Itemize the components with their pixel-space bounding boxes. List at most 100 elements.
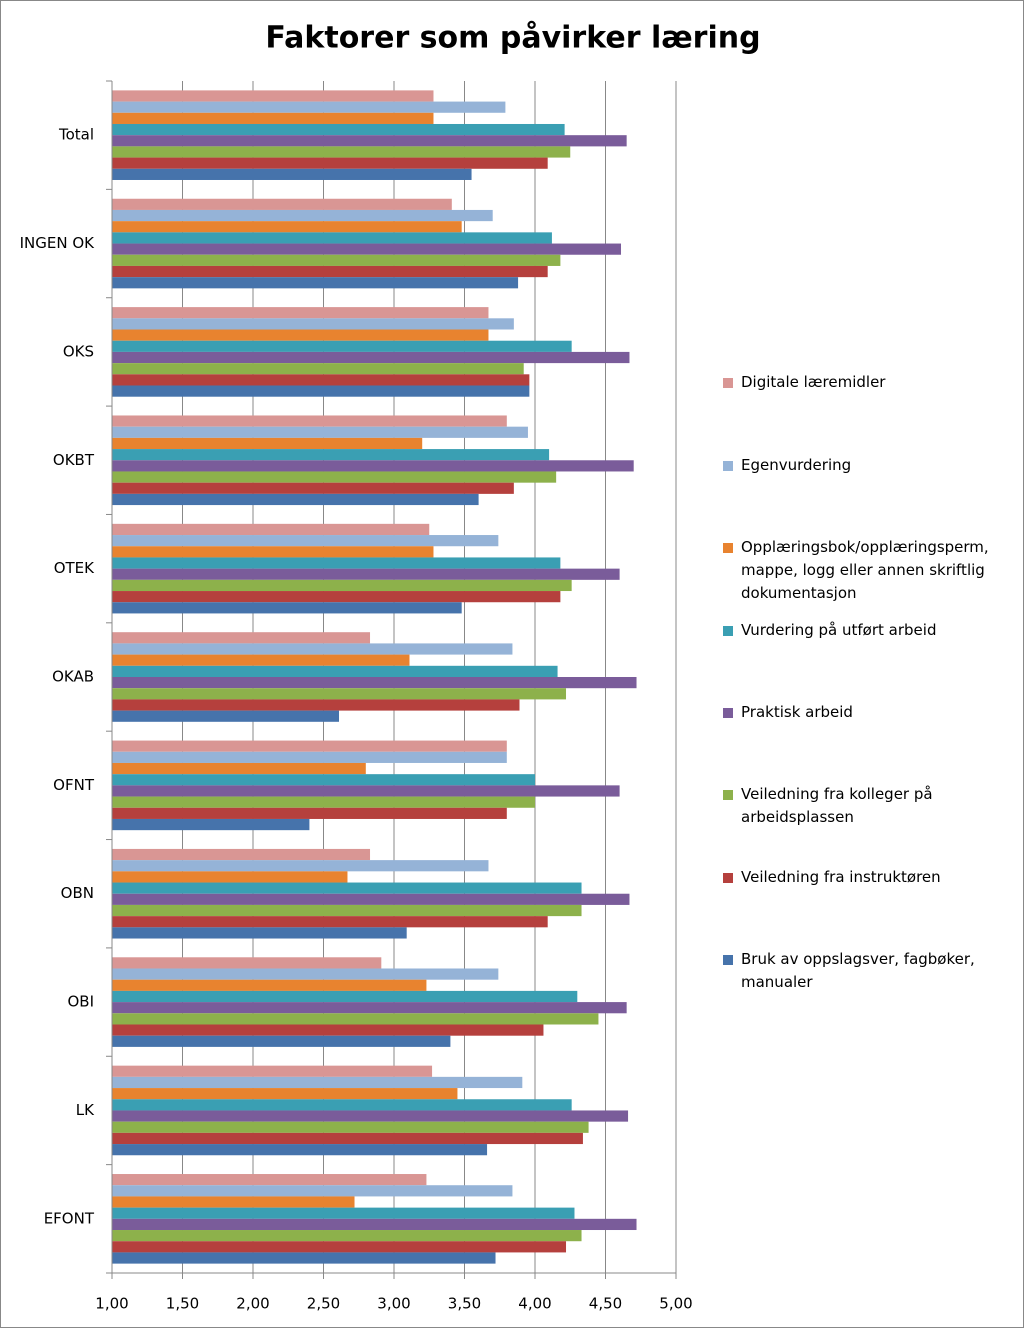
- bar: [112, 557, 561, 569]
- bar: [112, 904, 582, 917]
- bar: [112, 374, 530, 386]
- bar: [112, 688, 567, 700]
- bar: [112, 979, 427, 991]
- bar: [112, 807, 507, 819]
- bar: [112, 927, 407, 939]
- x-tick-label: 3,00: [377, 1295, 410, 1313]
- bar: [112, 123, 565, 136]
- bar: [112, 329, 489, 341]
- bar: [112, 1024, 544, 1036]
- bar: [112, 818, 310, 831]
- bar: [112, 710, 340, 722]
- bar: [112, 1230, 582, 1242]
- bar: [112, 318, 514, 330]
- x-tick-label: 1,50: [166, 1295, 199, 1313]
- bar: [112, 1252, 496, 1264]
- y-tick-label: OBN: [61, 884, 94, 902]
- legend-item: Praktisk arbeid: [723, 701, 1013, 724]
- bar: [112, 1174, 427, 1186]
- legend-item: Opplæringsbok/opplæringsperm, mappe, log…: [723, 536, 1013, 605]
- bar: [112, 1144, 488, 1156]
- bar: [112, 232, 552, 244]
- chart-title: Faktorer som påvirker læring: [265, 20, 760, 56]
- legend-label: Egenvurdering: [741, 456, 852, 474]
- bar: [112, 1013, 599, 1025]
- legend-swatch: [723, 955, 733, 965]
- legend-label: Veiledning fra instruktøren: [741, 868, 941, 886]
- bar: [112, 426, 528, 438]
- bar: [112, 243, 622, 255]
- legend-item: Vurdering på utført arbeid: [723, 619, 1013, 642]
- bar: [112, 340, 572, 352]
- bar: [112, 385, 530, 397]
- x-tick-label: 2,00: [236, 1295, 269, 1313]
- bar: [112, 460, 634, 472]
- y-tick-label: OFNT: [53, 776, 95, 794]
- bar: [112, 1065, 433, 1077]
- bar: [112, 848, 371, 861]
- x-tick-label: 3,50: [448, 1295, 481, 1313]
- bar: [112, 135, 627, 147]
- bar: [112, 493, 479, 506]
- bar: [112, 882, 582, 894]
- bar: [112, 665, 558, 677]
- legend-swatch: [723, 626, 733, 636]
- y-tick-label: LK: [76, 1101, 95, 1119]
- bar: [112, 871, 348, 883]
- legend-label: Veiledning fra kolleger på arbeidsplasse…: [741, 785, 933, 826]
- x-tick-label: 4,50: [589, 1295, 622, 1313]
- bar: [112, 1088, 458, 1100]
- bar: [112, 168, 472, 180]
- bar: [112, 307, 489, 319]
- bar: [112, 774, 535, 786]
- y-tick-label: OKAB: [52, 668, 94, 686]
- bar: [112, 198, 452, 210]
- legend-label: Opplæringsbok/opplæringsperm, mappe, log…: [741, 538, 989, 602]
- bar: [112, 591, 561, 603]
- bar: [112, 1110, 629, 1122]
- bar: [112, 157, 548, 169]
- bar: [112, 277, 519, 289]
- legend-swatch: [723, 378, 733, 388]
- legend-item: Digitale læremidler: [723, 371, 1013, 394]
- bar: [112, 90, 434, 102]
- legend-item: Veiledning fra kolleger på arbeidsplasse…: [723, 783, 1013, 829]
- bar: [112, 1218, 637, 1231]
- bar: [112, 1207, 575, 1219]
- bar: [112, 1241, 567, 1253]
- bar: [112, 535, 499, 547]
- bar: [112, 1132, 583, 1145]
- bar: [112, 762, 366, 775]
- bar: [112, 482, 514, 494]
- bar: [112, 632, 371, 644]
- y-tick-label: OBI: [67, 993, 94, 1011]
- y-tick-label: Total: [58, 126, 94, 144]
- bar: [112, 101, 506, 113]
- bar: [112, 1185, 513, 1197]
- bar: [112, 146, 571, 158]
- y-tick-label: OKBT: [53, 451, 95, 469]
- legend-swatch: [723, 708, 733, 718]
- bar: [112, 1076, 523, 1089]
- bar: [112, 1002, 627, 1014]
- bar: [112, 893, 630, 905]
- bar: [112, 351, 630, 364]
- bar: [112, 860, 489, 872]
- bar: [112, 415, 507, 427]
- x-tick-label: 1,00: [95, 1295, 128, 1313]
- bar: [112, 1121, 589, 1133]
- bar: [112, 112, 434, 124]
- bar: [112, 796, 535, 808]
- bar: [112, 1196, 355, 1208]
- y-tick-label: OTEK: [54, 559, 95, 577]
- x-tick-label: 2,50: [307, 1295, 340, 1313]
- bar: [112, 1035, 451, 1047]
- legend-swatch: [723, 790, 733, 800]
- legend-swatch: [723, 461, 733, 471]
- legend-item: Egenvurdering: [723, 454, 1013, 477]
- legend-swatch: [723, 543, 733, 553]
- bar: [112, 568, 620, 580]
- y-tick-label: EFONT: [44, 1209, 95, 1227]
